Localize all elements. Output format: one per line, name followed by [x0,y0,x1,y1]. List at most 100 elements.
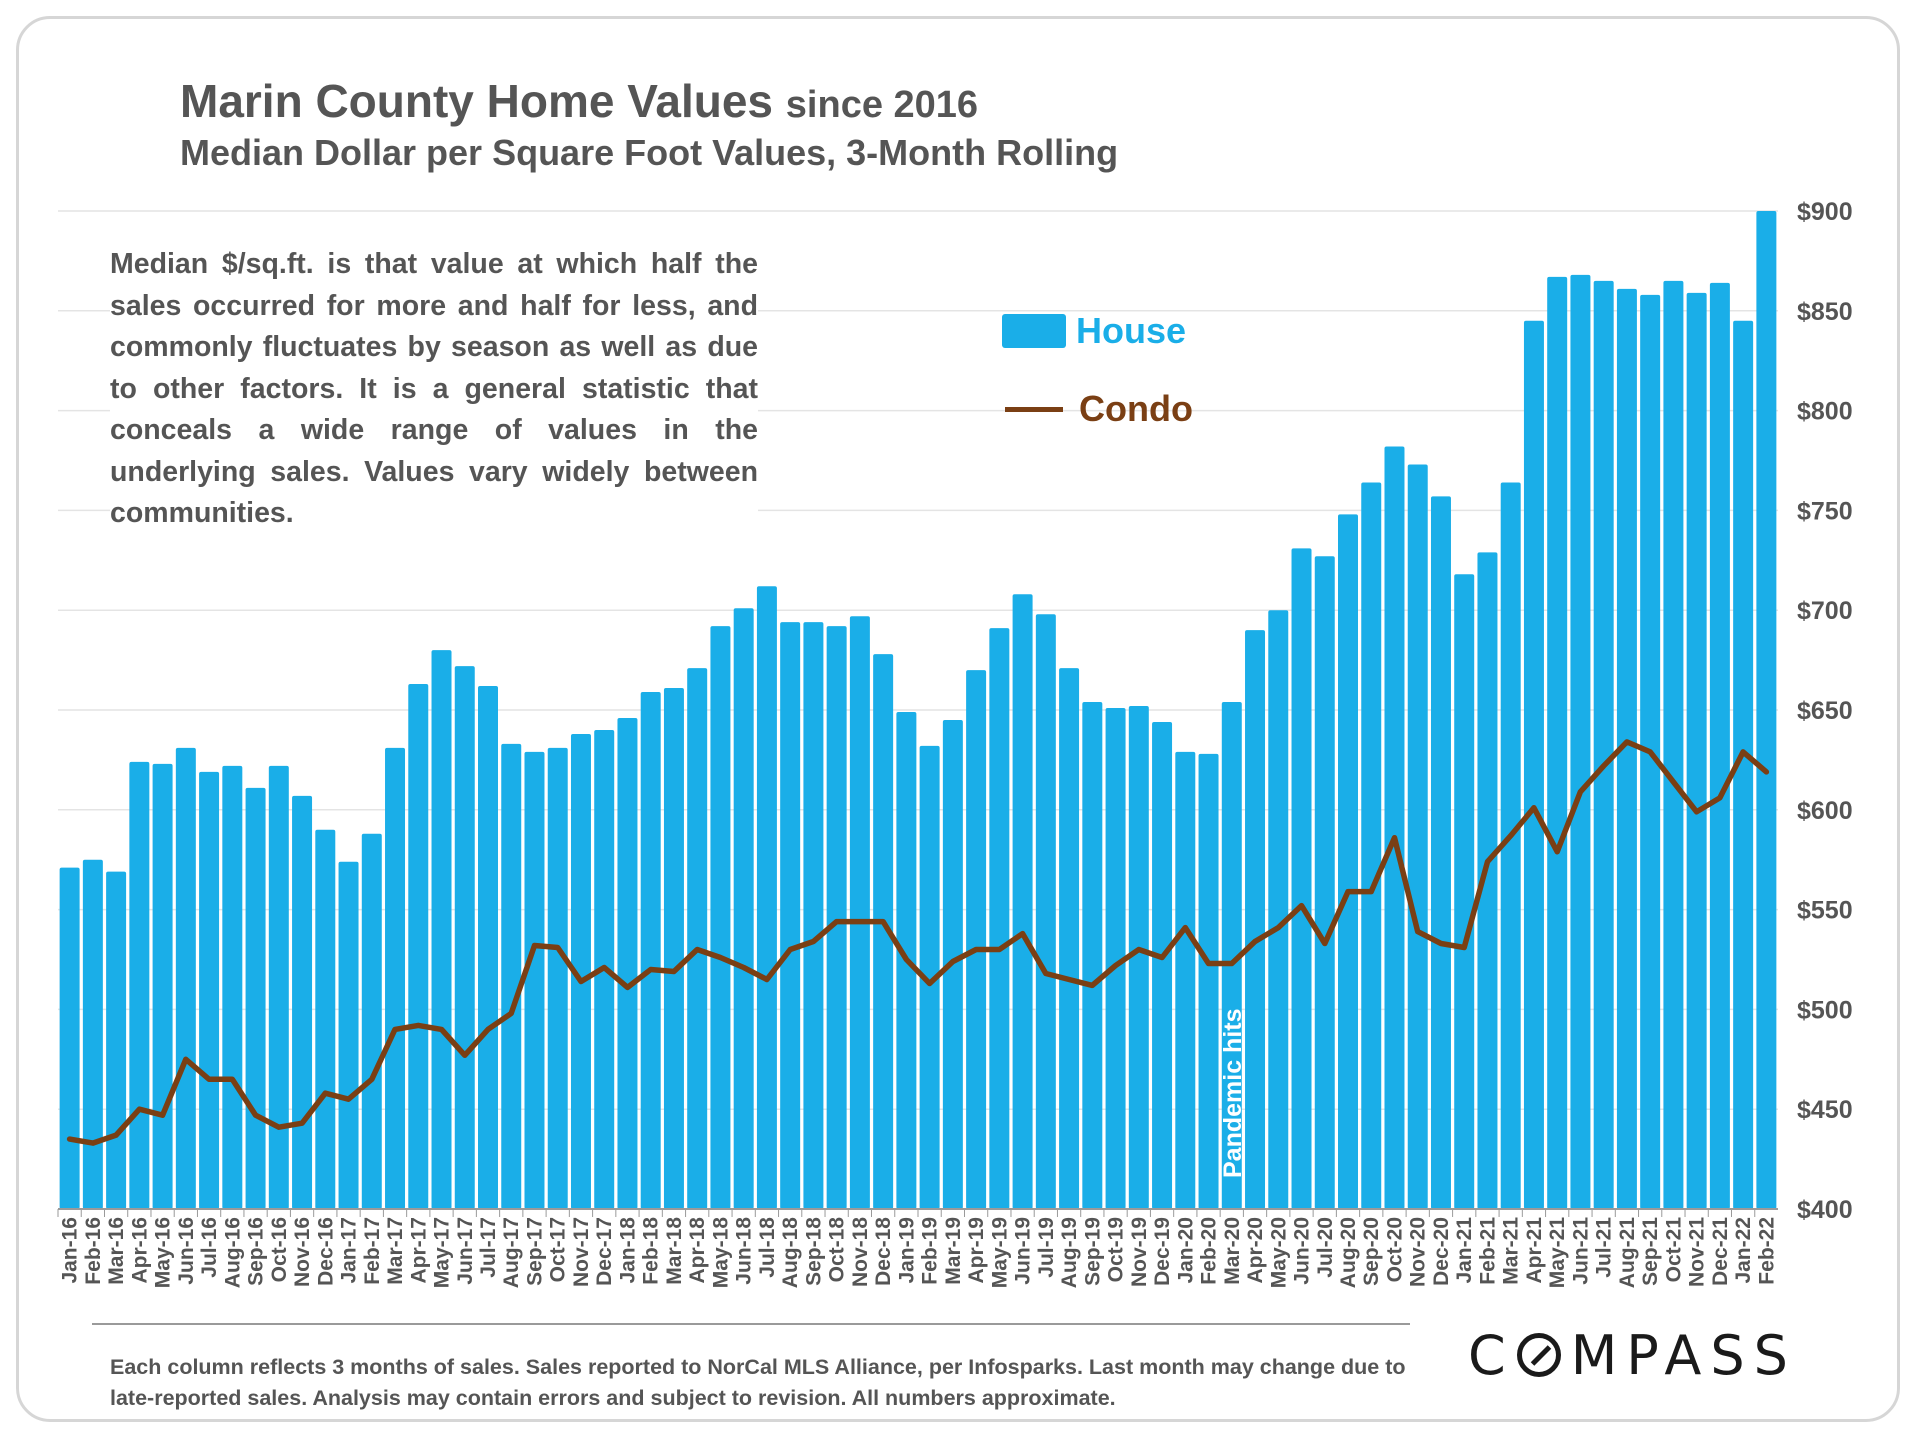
x-tick-label: Feb-18 [640,1217,663,1285]
x-tick-label: May-18 [709,1217,732,1289]
compass-logo: C MPASS [1468,1323,1797,1387]
x-tick-label: Mar-21 [1500,1217,1523,1285]
x-tick-label: Jan-22 [1732,1217,1755,1284]
house-bar-Mar-16 [106,871,127,1209]
x-tick-label: Jun-18 [733,1217,756,1285]
house-bar-Apr-19 [966,670,987,1209]
house-bar-Jul-16 [199,771,220,1209]
house-bar-Dec-20 [1430,496,1451,1210]
house-bar-Sep-20 [1361,482,1382,1209]
x-tick-label: Jun-19 [1012,1217,1035,1285]
house-bar-Apr-21 [1523,320,1544,1209]
house-bar-Jan-18 [617,717,638,1209]
x-tick-label: Jul-16 [198,1217,221,1278]
legend-condo-label: Condo [1079,388,1193,429]
house-bar-Jul-19 [1035,614,1056,1209]
house-bar-Mar-18 [663,688,684,1209]
house-bar-Oct-21 [1663,280,1684,1209]
chart-title: Marin County Home Values since 2016 [180,74,978,128]
x-tick-label: Feb-21 [1477,1217,1500,1285]
x-tick-label: Jun-17 [454,1217,477,1285]
x-tick-label: May-21 [1546,1217,1569,1289]
x-tick-label: May-20 [1267,1217,1290,1288]
y-tick-label: $700 [1797,597,1853,625]
house-bar-Sep-19 [1082,702,1103,1209]
x-tick-label: Sep-18 [802,1217,825,1286]
x-tick-label: Jun-20 [1291,1217,1314,1285]
house-bar-Nov-21 [1686,292,1707,1209]
house-bar-Oct-20 [1384,446,1405,1209]
x-tick-label: Feb-16 [82,1217,105,1285]
x-tick-label: Jun-16 [175,1217,198,1285]
house-bar-Jun-16 [175,747,196,1209]
footer-divider [92,1323,1410,1325]
house-bar-Oct-19 [1105,708,1126,1209]
house-bar-Feb-19 [919,745,940,1209]
x-tick-label: Jan-18 [617,1217,640,1284]
x-tick-label: Jan-20 [1174,1217,1197,1284]
explanatory-note: Median $/sq.ft. is that value at which h… [110,244,758,535]
x-tick-label: Feb-19 [919,1217,942,1285]
x-tick-label: Mar-20 [1221,1217,1244,1285]
y-tick-label: $900 [1797,198,1853,226]
x-tick-label: Aug-16 [221,1217,244,1288]
x-tick-label: Sep-19 [1081,1217,1104,1286]
x-tick-label: Dec-21 [1709,1217,1732,1286]
legend-condo: Condo [1005,388,1193,430]
house-bar-Mar-21 [1500,482,1521,1209]
house-bar-Sep-17 [524,751,545,1209]
house-bar-Aug-18 [780,622,801,1209]
y-tick-label: $750 [1797,497,1853,525]
x-tick-label: Dec-17 [593,1217,616,1286]
legend-house-label: House [1076,310,1187,351]
house-bar-Aug-20 [1338,514,1358,1209]
house-bar-Jul-18 [756,586,777,1209]
footnote: Each column reflects 3 months of sales. … [110,1355,1406,1410]
x-tick-label: Jan-17 [338,1217,361,1284]
house-bar-May-16 [152,763,173,1209]
pandemic-annotation: Pandemic hits [1219,1009,1247,1179]
house-bar-Apr-18 [687,668,708,1209]
house-bar-Aug-21 [1616,288,1637,1209]
house-bar-Sep-18 [803,622,824,1209]
house-bar-Feb-17 [361,833,382,1209]
x-tick-label: Jul-17 [477,1217,500,1278]
x-tick-label: Aug-17 [500,1217,523,1288]
house-bar-Feb-20 [1198,753,1219,1209]
house-bar-Feb-18 [640,692,661,1209]
house-bar-May-19 [989,628,1010,1209]
title-suffix: since 2016 [785,84,979,126]
x-tick-label: Dec-16 [314,1217,337,1286]
y-tick-label: $850 [1797,298,1853,326]
house-bar-May-21 [1547,276,1568,1209]
house-bar-Apr-16 [129,761,150,1209]
x-tick-label: Dec-20 [1430,1217,1453,1286]
x-tick-label: Oct-21 [1662,1217,1685,1283]
house-bar-Mar-20 [1221,702,1242,1209]
house-bar-Jan-16 [59,867,80,1209]
x-tick-label: Apr-21 [1523,1217,1546,1284]
house-bar-Dec-16 [315,829,336,1209]
x-tick-label: Jul-18 [756,1217,779,1278]
house-bar-Jul-21 [1593,280,1614,1209]
legend-house: House [1002,310,1186,352]
y-tick-label: $800 [1797,398,1853,426]
y-tick-label: $400 [1797,1196,1853,1224]
x-tick-label: Sep-20 [1360,1217,1383,1286]
house-bar-Nov-17 [570,733,591,1209]
y-tick-label: $600 [1797,797,1853,825]
house-bar-Jun-21 [1570,274,1591,1209]
x-tick-label: Sep-16 [245,1217,268,1286]
house-bar-Nov-20 [1407,464,1428,1209]
x-tick-label: Aug-19 [1058,1217,1081,1288]
house-bar-Jan-21 [1454,574,1475,1209]
house-bar-Apr-20 [1245,630,1266,1209]
y-tick-label: $500 [1797,996,1853,1024]
legend-house-swatch [1002,314,1066,348]
x-tick-label: Apr-18 [686,1217,709,1284]
x-tick-label: Aug-21 [1616,1217,1639,1288]
x-tick-label: Nov-17 [570,1217,593,1287]
house-bar-Jul-20 [1314,556,1335,1209]
condo-line [66,739,1770,1146]
